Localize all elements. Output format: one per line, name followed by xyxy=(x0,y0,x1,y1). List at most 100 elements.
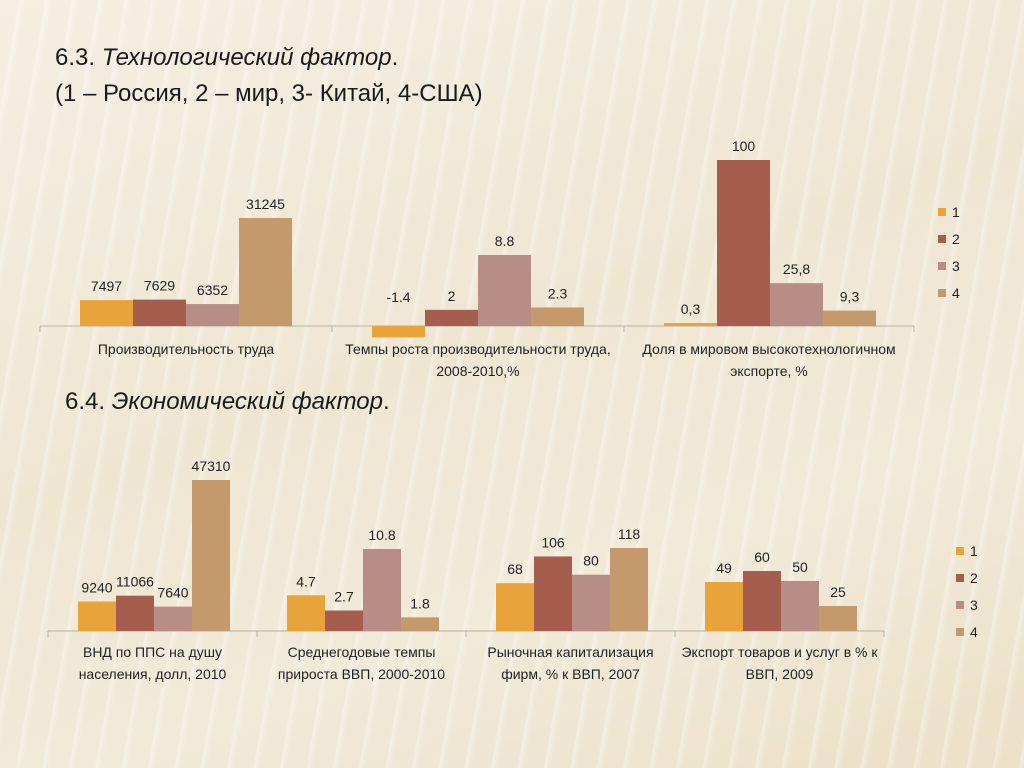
legend-swatch xyxy=(938,207,946,216)
legend-label: 4 xyxy=(970,623,978,640)
legend-item: 1 xyxy=(956,537,978,564)
data-label: 60 xyxy=(754,549,770,565)
title1-prefix: 6.3. xyxy=(55,44,102,71)
bar-series-4-cat-3 xyxy=(610,548,648,631)
title2-suffix: . xyxy=(383,388,390,415)
title2-prefix: 6.4. xyxy=(65,388,112,415)
data-label: 10.8 xyxy=(368,527,395,543)
data-label: 2 xyxy=(448,288,456,304)
legend-item: 4 xyxy=(938,279,960,306)
legend-swatch xyxy=(938,261,946,270)
data-label: 4.7 xyxy=(296,573,316,589)
legend-label: 1 xyxy=(970,542,978,559)
bar-series-3-cat-2 xyxy=(363,549,401,631)
title2-main: Экономический фактор xyxy=(111,388,384,415)
data-label: 31245 xyxy=(246,196,285,212)
bar-series-4-cat-3 xyxy=(823,310,876,326)
legend-label: 1 xyxy=(952,203,960,220)
data-label: 100 xyxy=(732,138,756,154)
data-label: 7497 xyxy=(91,278,122,294)
legend-swatch xyxy=(956,573,964,582)
data-label: 50 xyxy=(792,559,808,575)
bar-series-2-cat-2 xyxy=(425,309,478,326)
data-label: 8.8 xyxy=(495,233,515,249)
category-label: Доля в мировом высокотехнологичном экспо… xyxy=(642,341,896,379)
bar-series-1-cat-2 xyxy=(287,595,325,631)
bar-series-1-cat-3 xyxy=(496,583,534,631)
bar-series-3-cat-1 xyxy=(186,304,239,326)
bar-series-1-cat-1 xyxy=(78,601,116,631)
data-label: 11066 xyxy=(116,574,154,590)
bar-series-4-cat-2 xyxy=(531,307,584,326)
chart-technological: 7497 7629 6352 31245 -1.4 2 8.8 2.3 0,3 100 25,8 9,… xyxy=(39,138,915,338)
chart-economic-legend: 1 2 3 4 xyxy=(956,537,978,645)
chart-technological-legend: 1 2 3 4 xyxy=(938,198,960,306)
bar-series-3-cat-4 xyxy=(781,581,819,631)
bar-series-2-cat-1 xyxy=(116,595,154,631)
category-label: Среднегодовые темпы прироста ВВП, 2000-2… xyxy=(277,644,446,682)
legend-swatch xyxy=(956,546,964,555)
data-label: 6352 xyxy=(197,282,228,298)
title1-suffix: . xyxy=(391,44,399,71)
data-label: 9240 xyxy=(81,580,112,596)
data-label: 9,3 xyxy=(840,289,860,305)
bar-series-2-cat-3 xyxy=(717,160,770,326)
section-title-technological: 6.3. Технологический фактор. xyxy=(55,44,398,72)
legend-swatch xyxy=(938,288,946,297)
data-label: 80 xyxy=(583,553,599,569)
data-label: 68 xyxy=(507,561,523,577)
data-label: 118 xyxy=(618,526,641,542)
category-label: ВНД по ППС на душу населения, долл, 2010 xyxy=(78,644,227,682)
data-label: 47310 xyxy=(192,458,231,474)
legend-item: 2 xyxy=(938,225,960,252)
bar-series-3-cat-2 xyxy=(478,255,531,326)
legend-label: 3 xyxy=(970,596,978,613)
bar-series-1-cat-1 xyxy=(80,300,133,326)
bar-series-1-cat-4 xyxy=(705,582,743,631)
category-label: Производительность труда xyxy=(97,341,275,357)
bar-series-4-cat-4 xyxy=(819,606,857,631)
bar-series-4-cat-1 xyxy=(192,480,230,631)
legend-swatch xyxy=(938,234,946,243)
legend-swatch xyxy=(956,600,964,609)
section-title-economic: 6.4. Экономический фактор. xyxy=(65,388,390,416)
data-label: 7629 xyxy=(144,278,175,294)
bar-series-2-cat-4 xyxy=(743,571,781,631)
bar-series-2-cat-3 xyxy=(534,556,572,631)
legend-label: 3 xyxy=(952,257,960,274)
bar-series-2-cat-1 xyxy=(133,299,186,326)
section-subtitle-legend-key: (1 – Россия, 2 – мир, 3- Китай, 4-США) xyxy=(55,80,483,107)
category-label: Экспорт товаров и услуг в % к ВВП, 2009 xyxy=(681,644,878,682)
data-label: 1.8 xyxy=(410,595,430,611)
data-label: 2.3 xyxy=(548,285,568,301)
legend-item: 4 xyxy=(956,618,978,645)
legend-label: 2 xyxy=(970,569,978,586)
data-label: 25,8 xyxy=(783,261,810,277)
bar-series-2-cat-2 xyxy=(325,610,363,631)
bar-series-1-cat-2 xyxy=(372,326,425,338)
legend-label: 4 xyxy=(952,284,960,301)
bar-series-4-cat-2 xyxy=(401,617,439,631)
category-label: Рыночная капитализация фирм, % к ВВП, 20… xyxy=(487,644,654,682)
data-label: 25 xyxy=(830,584,846,600)
category-label: Темпы роста производительности труда, 20… xyxy=(345,341,611,379)
legend-label: 2 xyxy=(952,230,960,247)
legend-item: 3 xyxy=(938,252,960,279)
data-label: 7640 xyxy=(157,585,188,601)
bar-series-3-cat-3 xyxy=(572,574,610,631)
legend-item: 2 xyxy=(956,564,978,591)
bar-series-3-cat-3 xyxy=(770,283,823,326)
legend-item: 1 xyxy=(938,198,960,225)
bar-series-1-cat-3 xyxy=(664,323,717,326)
data-label: 106 xyxy=(541,534,565,550)
bar-series-3-cat-1 xyxy=(154,606,192,631)
data-label: -1.4 xyxy=(386,289,410,305)
title1-main: Технологический фактор xyxy=(101,44,392,71)
data-label: 2.7 xyxy=(334,589,354,605)
legend-swatch xyxy=(956,627,964,636)
data-label: 49 xyxy=(716,560,732,576)
legend-item: 3 xyxy=(956,591,978,618)
data-label: 0,3 xyxy=(681,301,701,317)
bar-series-4-cat-1 xyxy=(239,218,292,326)
